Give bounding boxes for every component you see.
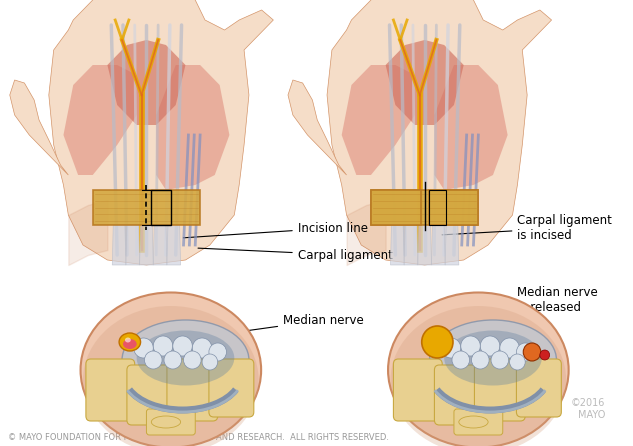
Polygon shape: [140, 225, 153, 265]
Polygon shape: [63, 65, 137, 175]
FancyBboxPatch shape: [167, 359, 218, 421]
Circle shape: [461, 336, 480, 356]
Circle shape: [480, 336, 500, 356]
Ellipse shape: [430, 320, 556, 400]
Polygon shape: [108, 40, 185, 125]
Polygon shape: [153, 225, 167, 265]
FancyBboxPatch shape: [517, 359, 561, 417]
Circle shape: [144, 351, 162, 369]
Circle shape: [500, 338, 519, 358]
Circle shape: [491, 351, 508, 369]
Ellipse shape: [137, 330, 234, 385]
Circle shape: [523, 343, 541, 361]
Text: Carpal ligament
is incised: Carpal ligament is incised: [442, 214, 612, 242]
Polygon shape: [167, 225, 180, 265]
Ellipse shape: [391, 306, 566, 446]
Polygon shape: [342, 65, 415, 175]
Circle shape: [209, 343, 227, 361]
Circle shape: [173, 336, 192, 356]
Circle shape: [184, 351, 201, 369]
Circle shape: [164, 351, 182, 369]
Ellipse shape: [122, 320, 249, 400]
FancyBboxPatch shape: [394, 359, 442, 421]
Ellipse shape: [444, 330, 542, 385]
Text: Median nerve
is released: Median nerve is released: [469, 286, 598, 339]
Text: Carpal ligament: Carpal ligament: [198, 248, 392, 261]
Text: © MAYO FOUNDATION FOR MEDICAL EDUCATION AND RESEARCH.  ALL RIGHTS RESERVED.: © MAYO FOUNDATION FOR MEDICAL EDUCATION …: [8, 433, 389, 442]
Circle shape: [202, 354, 218, 370]
Polygon shape: [371, 190, 421, 225]
Polygon shape: [156, 65, 229, 190]
Polygon shape: [126, 225, 140, 265]
Ellipse shape: [83, 306, 259, 446]
Ellipse shape: [123, 339, 137, 349]
Ellipse shape: [388, 293, 568, 446]
FancyBboxPatch shape: [86, 359, 135, 421]
Polygon shape: [434, 65, 508, 190]
Text: Incision line: Incision line: [184, 222, 368, 238]
Circle shape: [517, 343, 534, 361]
FancyBboxPatch shape: [454, 409, 503, 435]
Circle shape: [422, 326, 453, 358]
Polygon shape: [112, 225, 126, 265]
FancyBboxPatch shape: [127, 365, 176, 425]
Polygon shape: [391, 225, 404, 265]
Circle shape: [441, 338, 461, 358]
Ellipse shape: [80, 293, 261, 446]
Polygon shape: [418, 225, 432, 265]
FancyBboxPatch shape: [475, 359, 525, 421]
Ellipse shape: [459, 416, 488, 428]
Ellipse shape: [151, 416, 180, 428]
Circle shape: [540, 350, 549, 360]
Circle shape: [510, 354, 525, 370]
Polygon shape: [49, 0, 273, 265]
Polygon shape: [429, 190, 479, 225]
Text: ©2016
MAYO: ©2016 MAYO: [571, 398, 605, 420]
Circle shape: [192, 338, 212, 358]
Polygon shape: [432, 225, 445, 265]
Circle shape: [134, 338, 153, 358]
Ellipse shape: [119, 333, 141, 351]
Polygon shape: [404, 225, 418, 265]
Polygon shape: [288, 80, 346, 175]
FancyBboxPatch shape: [434, 365, 483, 425]
Circle shape: [153, 336, 173, 356]
Polygon shape: [385, 40, 464, 125]
Polygon shape: [9, 80, 68, 175]
FancyBboxPatch shape: [146, 409, 195, 435]
Polygon shape: [327, 0, 551, 265]
Text: Median nerve: Median nerve: [169, 314, 364, 342]
Circle shape: [472, 351, 489, 369]
Polygon shape: [93, 190, 200, 225]
Ellipse shape: [125, 338, 131, 343]
Polygon shape: [445, 225, 459, 265]
FancyBboxPatch shape: [209, 359, 254, 417]
Circle shape: [452, 351, 470, 369]
Polygon shape: [371, 190, 479, 225]
